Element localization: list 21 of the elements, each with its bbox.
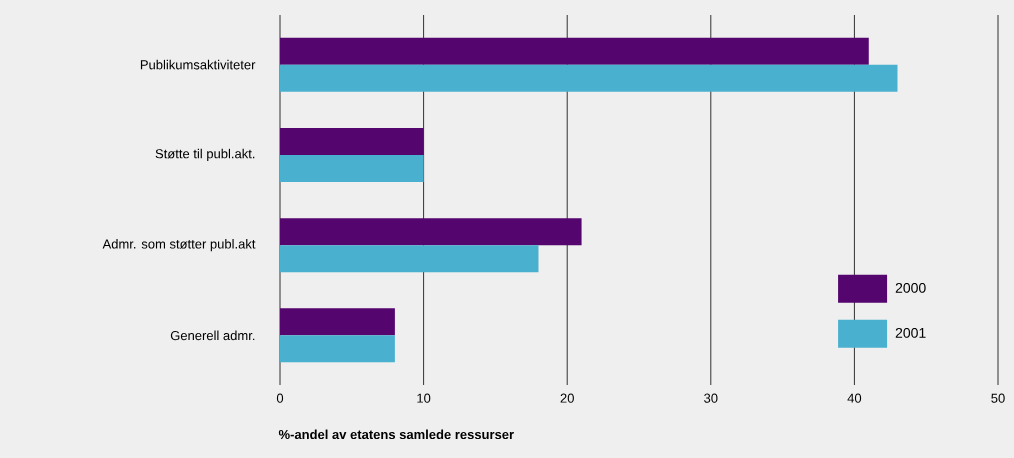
bar <box>280 127 424 155</box>
bar <box>280 154 424 182</box>
x-tick-label: 30 <box>704 393 718 403</box>
x-tick-label: 40 <box>847 393 862 403</box>
y-tick-label: Admr. som støtter publ.akt <box>102 239 256 252</box>
x-tick-label: 10 <box>417 393 431 403</box>
bar <box>280 308 395 336</box>
legend-label: 2000 <box>895 282 926 293</box>
x-axis-title: %-andel av etatens samlede ressurser <box>278 429 514 440</box>
y-tick-label: Generell admr. <box>170 330 255 341</box>
x-tick-label: 20 <box>560 393 574 403</box>
legend-label: 2001 <box>895 327 926 338</box>
bar <box>280 245 539 273</box>
x-tick-label: 0 <box>276 393 284 403</box>
y-tick-label: Publikumsaktiviteter <box>140 59 256 70</box>
x-tick-label: 50 <box>991 393 1005 403</box>
bar <box>280 64 898 92</box>
y-tick-label: Støtte til publ.akt. <box>155 148 255 161</box>
bar <box>280 37 869 65</box>
bar <box>280 335 395 363</box>
bar <box>280 218 582 246</box>
